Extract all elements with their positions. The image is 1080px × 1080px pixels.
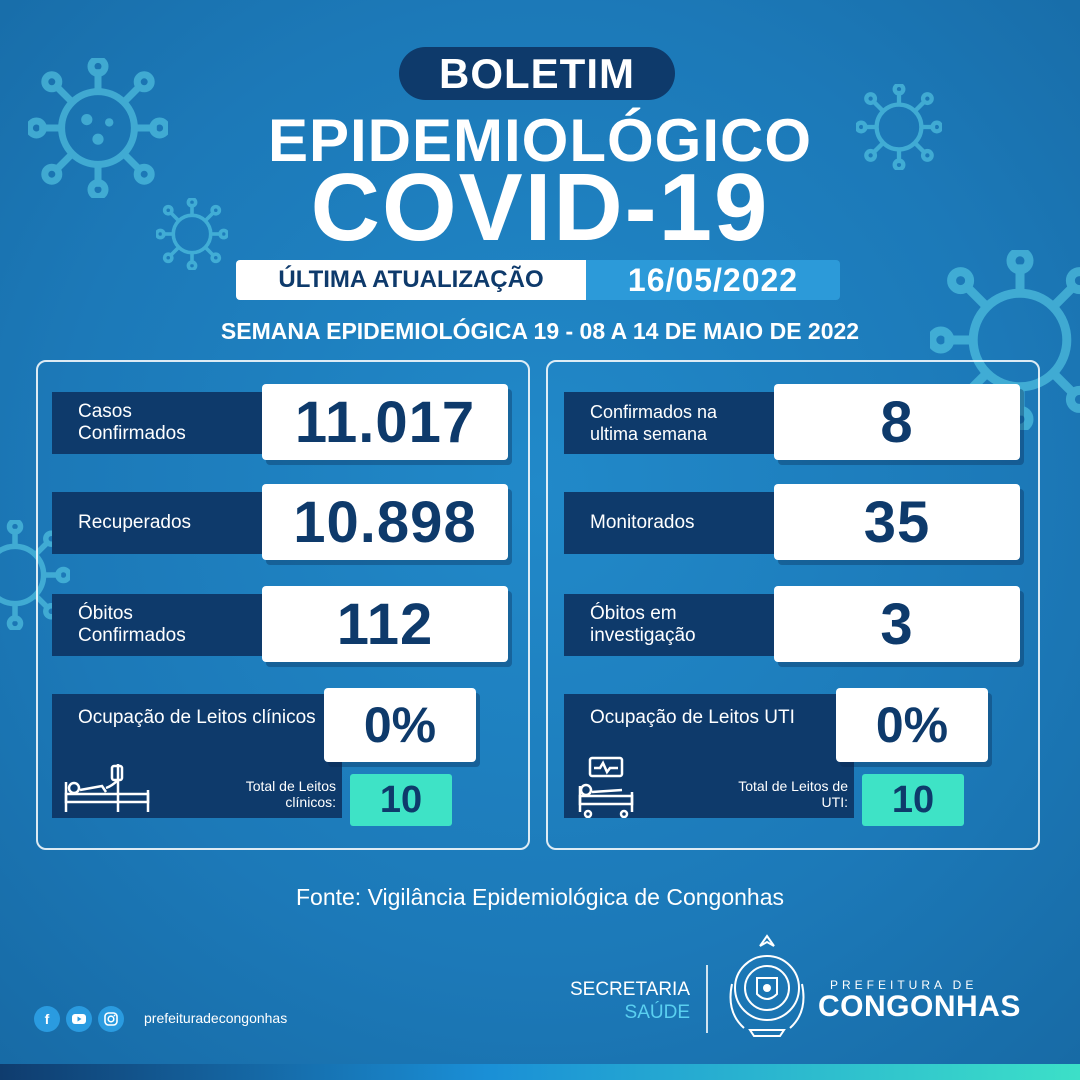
bottom-stripe: [0, 1064, 1080, 1080]
panel-weekly: [546, 360, 1040, 850]
occupancy-icu-label: Ocupação de Leitos UTI: [590, 707, 795, 728]
stat-label-deaths-investigation: Óbitos em investigação: [564, 594, 784, 656]
stat-label-confirmed: Casos Confirmados: [52, 392, 272, 454]
header: BOLETIM EPIDEMIOLÓGICO COVID-19 ÚLTIMA A…: [0, 0, 1080, 344]
source-note: Fonte: Vigilância Epidemiológica de Cong…: [295, 884, 784, 910]
city-crest-icon: [724, 932, 810, 1040]
social-handle[interactable]: prefeituradecongonhas: [144, 1010, 288, 1026]
virus-icon: [856, 84, 942, 170]
page-subtitle: COVID-19: [310, 154, 770, 261]
stat-value-deaths: 112: [262, 586, 508, 662]
occupancy-icu-value: 0%: [836, 688, 988, 762]
instagram-icon[interactable]: [98, 1006, 124, 1032]
total-icu-value: 10: [862, 774, 964, 826]
icu-bed-monitor-icon: [576, 756, 636, 819]
footer-divider: [706, 965, 708, 1033]
stat-label-weekly-confirmed: Confirmados na ultima semana: [564, 392, 784, 454]
youtube-icon[interactable]: [66, 1006, 92, 1032]
total-icu-label: Total de Leitos de UTI:: [738, 778, 848, 810]
hospital-bed-icon: [62, 760, 152, 816]
total-clinical-label: Total de Leitos clínicos:: [245, 778, 336, 810]
panel-general: [36, 360, 530, 850]
stat-label-deaths: Óbitos Confirmados: [52, 594, 272, 656]
stat-label-recovered: Recuperados: [52, 492, 272, 554]
stat-label-monitored: Monitorados: [564, 492, 784, 554]
virus-icon: [156, 198, 228, 270]
page-title: EPIDEMIOLÓGICO: [267, 107, 813, 174]
stat-value-monitored: 35: [774, 484, 1020, 560]
total-clinical-value: 10: [350, 774, 452, 826]
occupancy-clinical-value: 0%: [324, 688, 476, 762]
update-date: 16/05/2022: [586, 260, 840, 300]
update-label: ÚLTIMA ATUALIZAÇÃO: [236, 260, 586, 300]
epi-week: SEMANA EPIDEMIOLÓGICA 19 - 08 A 14 DE MA…: [220, 318, 860, 344]
facebook-icon[interactable]: f: [34, 1006, 60, 1032]
stat-value-deaths-investigation: 3: [774, 586, 1020, 662]
virus-icon: [28, 58, 168, 198]
occupancy-clinical: Ocupação de Leitos clínicos: [52, 694, 342, 818]
secretaria-line2: SAÚDE: [624, 1002, 690, 1023]
badge-boletim: BOLETIM: [399, 47, 675, 100]
update-bar: ÚLTIMA ATUALIZAÇÃO 16/05/2022: [236, 260, 840, 300]
social-links: f: [34, 1006, 124, 1032]
prefeitura-name: CONGONHAS: [818, 990, 1021, 1023]
stat-value-recovered: 10.898: [262, 484, 508, 560]
secretaria-line1: SECRETARIA: [569, 979, 690, 1000]
stat-value-confirmed: 11.017: [262, 384, 508, 460]
secretaria-logo: SECRETARIA SAÚDE: [540, 978, 690, 1024]
stat-value-weekly-confirmed: 8: [774, 384, 1020, 460]
occupancy-clinical-label: Ocupação de Leitos clínicos: [78, 707, 316, 728]
prefeitura-label: PREFEITURA DE: [830, 978, 978, 992]
occupancy-icu: Ocupação de Leitos UTI: [564, 694, 854, 818]
